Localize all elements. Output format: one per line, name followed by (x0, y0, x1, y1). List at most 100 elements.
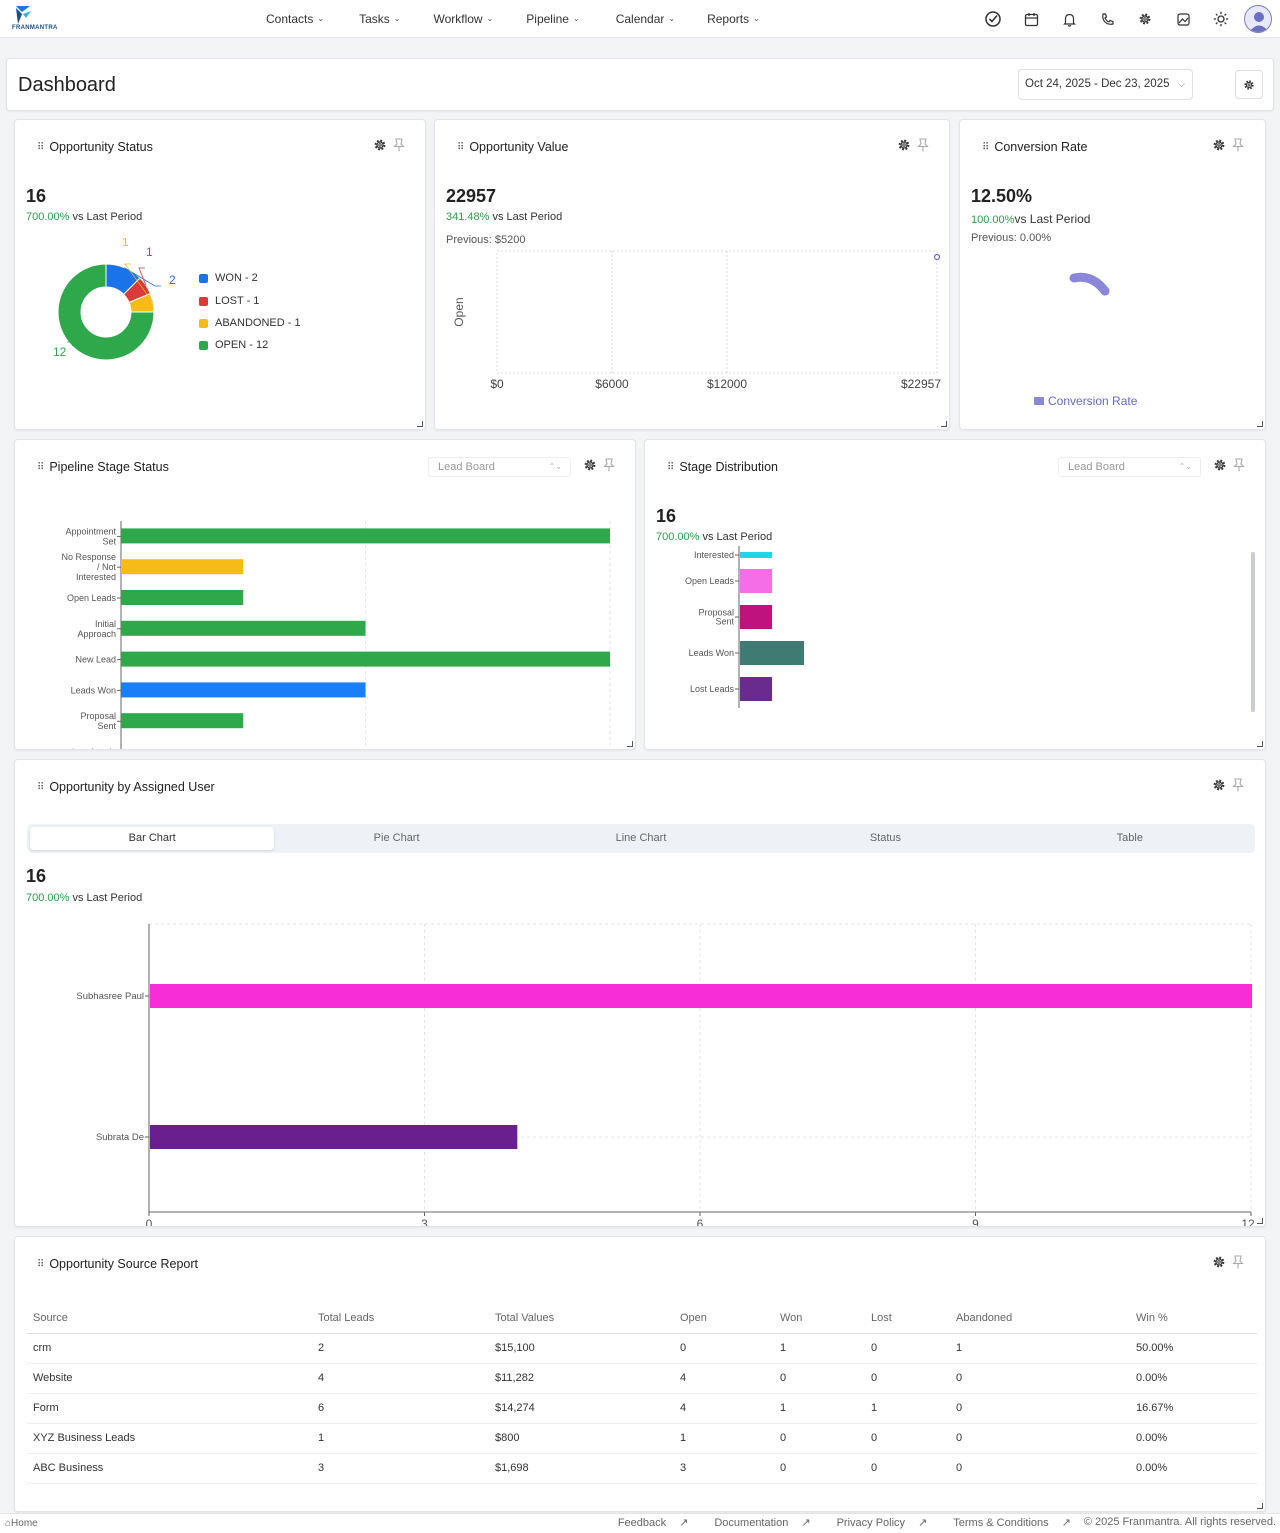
footer-link-privacy[interactable]: Privacy Policy ↗ (824, 1516, 928, 1529)
nav-icon-bar (974, 4, 1272, 34)
opportunity-value-card: ⠿ Opportunity Value 22957 341.48% vs Last… (434, 119, 950, 430)
donut-label-line (124, 263, 154, 303)
drag-handle-icon[interactable]: ⠿ (37, 1258, 44, 1270)
nav-pipeline[interactable]: Pipeline ⌄ (526, 0, 579, 38)
table-cell: 50.00% (1130, 1333, 1257, 1364)
resize-handle[interactable] (1257, 741, 1263, 747)
legend-won: WON - 2 (199, 272, 258, 284)
resize-handle[interactable] (941, 421, 947, 427)
gear-icon[interactable] (1212, 138, 1226, 152)
check-circle-icon[interactable] (974, 4, 1012, 34)
phone-icon[interactable] (1088, 4, 1126, 34)
date-range-picker[interactable]: Oct 24, 2025 - Dec 23, 2025 ⌵ (1018, 69, 1193, 100)
gear-icon[interactable] (1212, 1255, 1226, 1269)
resize-handle[interactable] (627, 741, 633, 747)
opportunity-value-previous: Previous: $5200 (446, 234, 526, 246)
nav-calendar[interactable]: Calendar ⌄ (616, 0, 675, 38)
home-icon: ⌂ (5, 1518, 12, 1529)
tab-bar-chart[interactable]: Bar Chart (30, 827, 275, 850)
drag-handle-icon[interactable]: ⠿ (667, 461, 674, 473)
col-won[interactable]: Won (774, 1303, 865, 1334)
pin-icon[interactable] (393, 138, 405, 152)
board-select-value: Lead Board (1068, 461, 1125, 473)
y-tick-label: No Response / Not Interested (61, 552, 116, 582)
col-abandoned[interactable]: Abandoned (950, 1303, 1130, 1334)
source-report-card: ⠿ Opportunity Source Report Source Total … (14, 1236, 1266, 1512)
table-cell: 1 (774, 1333, 865, 1364)
conversion-rate-legend[interactable]: Conversion Rate (1034, 394, 1137, 408)
tab-table[interactable]: Table (1116, 832, 1143, 844)
gear-icon[interactable] (1212, 778, 1226, 792)
drag-handle-icon[interactable]: ⠿ (37, 141, 44, 153)
table-cell: 0.00% (1130, 1363, 1257, 1394)
y-tick-label: Leads Won (689, 648, 734, 658)
pin-icon[interactable] (1232, 138, 1244, 152)
col-lost[interactable]: Lost (865, 1303, 950, 1334)
chevron-down-icon: ⌄ (572, 14, 580, 23)
col-source[interactable]: Source (27, 1303, 312, 1334)
user-avatar[interactable] (1244, 5, 1272, 33)
sun-icon[interactable] (1202, 4, 1240, 34)
footer-link-label: Feedback (617, 1517, 667, 1529)
image-icon[interactable] (1164, 4, 1202, 34)
dashboard-settings-button[interactable] (1235, 70, 1263, 99)
gear-icon[interactable] (897, 138, 911, 152)
gear-icon[interactable] (373, 138, 387, 152)
footer-link-terms[interactable]: Terms & Conditions ↗ (940, 1516, 1071, 1529)
drag-handle-icon[interactable]: ⠿ (457, 141, 464, 153)
y-tick-label: Lost Leads (690, 684, 735, 694)
scrollbar[interactable] (1251, 552, 1255, 712)
tab-pie-chart[interactable]: Pie Chart (373, 832, 420, 844)
table-cell: 0 (774, 1423, 865, 1454)
legend-swatch (1034, 397, 1044, 405)
nav-pipeline-label: Pipeline (526, 12, 569, 26)
x-tick-label: $0 (490, 377, 504, 391)
resize-handle[interactable] (1257, 421, 1263, 427)
footer-link-documentation[interactable]: Documentation ↗ (701, 1516, 810, 1529)
gear-icon[interactable] (1213, 458, 1227, 472)
pin-icon[interactable] (603, 458, 615, 472)
gear-icon[interactable] (583, 458, 597, 472)
drag-handle-icon[interactable]: ⠿ (982, 141, 989, 153)
calendar-icon[interactable] (1012, 4, 1050, 34)
col-total-leads[interactable]: Total Leads (312, 1303, 489, 1334)
nav-tasks[interactable]: Tasks ⌄ (359, 0, 400, 38)
col-total-values[interactable]: Total Values (489, 1303, 674, 1334)
bell-icon[interactable] (1050, 4, 1088, 34)
footer-home-link[interactable]: ⌂Home (5, 1518, 38, 1529)
drag-handle-icon[interactable]: ⠿ (37, 461, 44, 473)
col-win-pct[interactable]: Win % (1130, 1303, 1257, 1334)
drag-handle-icon[interactable]: ⠿ (37, 781, 44, 793)
pin-icon[interactable] (1232, 1255, 1244, 1269)
tab-status[interactable]: Status (869, 832, 902, 844)
chevron-down-icon: ⌄ (317, 14, 325, 23)
nav-workflow[interactable]: Workflow ⌄ (433, 0, 493, 38)
x-tick-label: 12 (1241, 1217, 1255, 1226)
change-text: vs Last Period (1014, 212, 1091, 226)
tab-line-chart[interactable]: Line Chart (615, 832, 667, 844)
card-title: ⠿ Conversion Rate (982, 140, 1087, 154)
pin-icon[interactable] (1232, 778, 1244, 792)
chevron-down-icon: ⌄ (753, 14, 760, 23)
card-tools (891, 138, 929, 152)
brand-logo[interactable]: FRANMANTRA (12, 5, 62, 33)
table-cell: Website (27, 1363, 312, 1394)
resize-handle[interactable] (1257, 1218, 1263, 1224)
legend-label: Conversion Rate (1048, 394, 1138, 408)
y-tick-label: Open Leads (67, 593, 117, 603)
footer-link-feedback[interactable]: Feedback ↗ (605, 1516, 689, 1529)
pin-icon[interactable] (917, 138, 929, 152)
distribution-board-select[interactable]: Lead Board ⌃⌄ (1058, 457, 1201, 477)
col-open[interactable]: Open (674, 1303, 774, 1334)
resize-handle[interactable] (417, 421, 423, 427)
table-cell: 1 (865, 1393, 950, 1424)
chart-type-tabs: Bar Chart Pie Chart Line Chart Status Ta… (27, 824, 1255, 853)
pin-icon[interactable] (1233, 458, 1245, 472)
resize-handle[interactable] (1257, 1503, 1263, 1509)
table-cell: $800 (489, 1423, 674, 1454)
pipeline-board-select[interactable]: Lead Board ⌃⌄ (428, 457, 571, 477)
nav-reports[interactable]: Reports ⌄ (707, 0, 760, 38)
bar (121, 713, 244, 729)
nav-contacts[interactable]: Contacts ⌄ (266, 0, 324, 38)
gear-icon[interactable] (1126, 4, 1164, 34)
